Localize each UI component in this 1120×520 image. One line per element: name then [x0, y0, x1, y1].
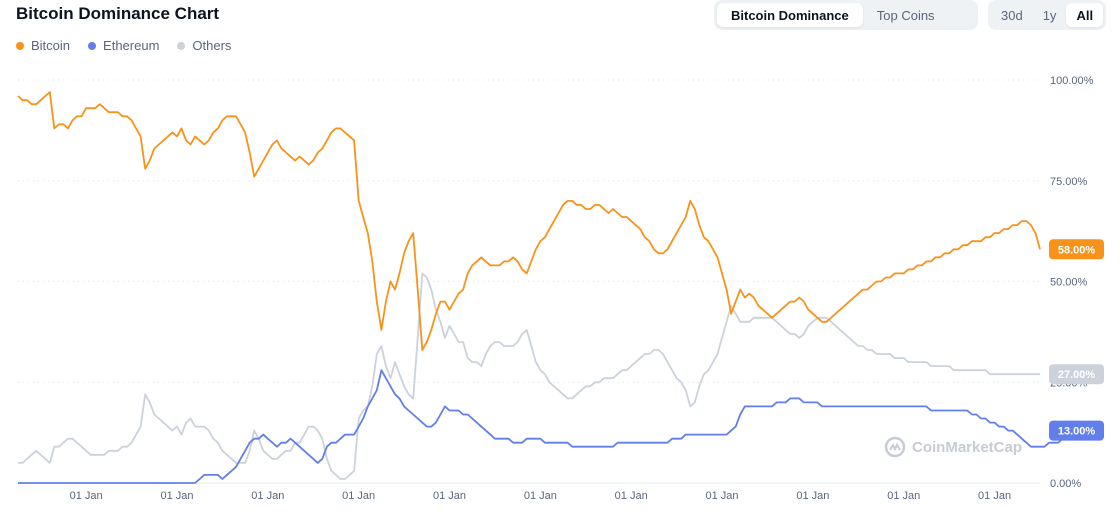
x-tick-label: 01 Jan — [70, 490, 103, 502]
y-tick-label: 0.00% — [1050, 478, 1081, 490]
legend-label-others: Others — [192, 38, 232, 53]
page-title: Bitcoin Dominance Chart — [16, 4, 220, 23]
x-tick-label: 01 Jan — [615, 490, 648, 502]
range-30d-button[interactable]: 30d — [1001, 7, 1023, 23]
badge-background — [1049, 239, 1104, 260]
y-tick-label: 75.00% — [1050, 176, 1088, 188]
range-1y-button[interactable]: 1y — [1042, 7, 1057, 23]
series-line-bitcoin — [17, 91, 1041, 351]
ethereum-dot-icon — [88, 41, 97, 50]
coinmarketcap-logo-icon — [884, 436, 906, 458]
badge-label: 13.00% — [1058, 426, 1096, 438]
range-all-button[interactable]: All — [1066, 3, 1104, 27]
legend-label-bitcoin: Bitcoin — [31, 38, 71, 53]
legend-label-ethereum: Ethereum — [103, 38, 160, 53]
view-toggle: Bitcoin Dominance Top Coins — [714, 0, 978, 30]
badge-background — [1049, 364, 1104, 385]
x-tick-label: 01 Jan — [706, 490, 739, 502]
badge-label: 58.00% — [1058, 244, 1096, 256]
x-tick-label: 01 Jan — [978, 490, 1011, 502]
legend-item-others[interactable]: Others — [177, 38, 231, 53]
series-line-others — [18, 272, 1040, 480]
tab-bitcoin-dominance[interactable]: Bitcoin Dominance — [717, 3, 863, 27]
legend-item-ethereum[interactable]: Ethereum — [88, 38, 159, 53]
series-line-ethereum — [18, 369, 1069, 484]
x-tick-label: 01 Jan — [887, 490, 920, 502]
others-dot-icon — [177, 41, 186, 50]
legend-item-bitcoin[interactable]: Bitcoin — [16, 38, 70, 53]
badge-label: 27.00% — [1058, 369, 1096, 381]
x-tick-label: 01 Jan — [796, 490, 829, 502]
x-tick-label: 01 Jan — [160, 490, 193, 502]
x-tick-label: 01 Jan — [251, 490, 284, 502]
y-tick-label: 50.00% — [1050, 277, 1088, 289]
tab-top-coins[interactable]: Top Coins — [876, 7, 935, 23]
last-value-badge-bitcoin: 58.00% — [1049, 239, 1104, 260]
last-value-badge-others: 27.00% — [1049, 364, 1104, 385]
range-toggle: 30d 1y All — [988, 0, 1106, 30]
watermark: CoinMarketCap — [884, 436, 1022, 458]
last-value-badge-ethereum: 13.00% — [1049, 420, 1104, 441]
x-tick-label: 01 Jan — [524, 490, 557, 502]
badge-background — [1049, 420, 1104, 441]
bitcoin-dot-icon — [16, 41, 24, 50]
watermark-text: CoinMarketCap — [912, 438, 1023, 456]
x-tick-label: 01 Jan — [433, 490, 466, 502]
y-tick-label: 100.00% — [1050, 75, 1094, 87]
x-tick-label: 01 Jan — [342, 490, 375, 502]
chart-legend: Bitcoin Ethereum Others — [16, 38, 231, 53]
